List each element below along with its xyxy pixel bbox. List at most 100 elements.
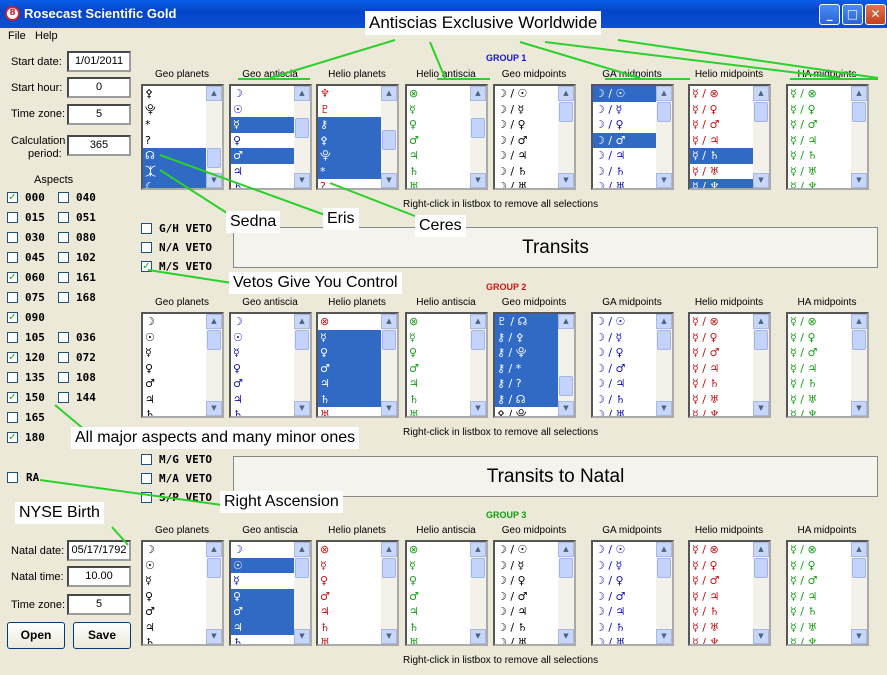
aspect-checkbox-102[interactable] (58, 252, 69, 263)
list-item[interactable]: ☿ / ♄ (790, 377, 818, 390)
list-item[interactable]: ☿ / ♅ (692, 620, 720, 634)
list-item[interactable]: ☿ (233, 346, 240, 359)
list-item[interactable]: ☽ / ♀ (497, 118, 526, 131)
group2-listbox-6[interactable]: ☿ / ⊗ ☿ / ♀ ☿ / ♂ ☿ / ♃ ☿ / ♄ ☿ / ♅ ☿ / ♆ ▲ ▼ (688, 312, 771, 418)
scrollbar[interactable]: ▲ ▼ (294, 86, 310, 188)
list-item[interactable]: ☽ / ♄ (595, 392, 626, 406)
group1-listbox-2[interactable]: ♆ ♇ ⚷ ⚴ ⯓ *? ▲ ▼ (316, 84, 399, 190)
scroll-up-icon[interactable]: ▲ (656, 542, 672, 557)
list-item[interactable]: ☽ / ♂ (595, 361, 626, 375)
list-item[interactable]: ☿ (145, 346, 152, 359)
list-item[interactable]: ☽ / ♅ (497, 636, 528, 646)
list-item[interactable]: ☿ / ♀ (790, 330, 816, 344)
list-item[interactable]: ☿ / ⊗ (790, 87, 817, 100)
list-item[interactable]: ♅ (409, 180, 419, 190)
minimize-button[interactable]: _ (819, 4, 840, 25)
calc-period-field[interactable]: 365 (67, 135, 131, 156)
veto-checkbox-0-2[interactable]: ✓ (141, 261, 152, 272)
start-hour-field[interactable]: 0 (67, 77, 131, 98)
scroll-thumb[interactable] (471, 118, 485, 138)
scroll-up-icon[interactable]: ▲ (381, 314, 397, 329)
list-item[interactable]: ♃ (231, 619, 295, 635)
scroll-down-icon[interactable]: ▼ (851, 401, 867, 416)
list-item[interactable]: ☽ / ♂ (595, 589, 626, 603)
menu-file[interactable]: File (8, 30, 26, 42)
scroll-up-icon[interactable]: ▲ (381, 86, 397, 101)
group3-listbox-5[interactable]: ☽ / ☉ ☽ / ☿ ☽ / ♀ ☽ / ♂ ☽ / ♃ ☽ / ♄ ☽ / ♅ ▲ ▼ (591, 540, 674, 646)
scroll-thumb[interactable] (559, 558, 573, 578)
scroll-thumb[interactable] (207, 148, 221, 168)
list-item[interactable]: ☊ (143, 148, 207, 164)
close-button[interactable]: ✕ (865, 4, 886, 25)
list-item[interactable]: ☽ / ♃ (595, 149, 626, 162)
save-button[interactable]: Save (73, 622, 131, 649)
list-item[interactable]: ☽ / ♃ (497, 149, 528, 162)
scroll-down-icon[interactable]: ▼ (753, 629, 769, 644)
group1-listbox-1[interactable]: ☽ ☉ ☿ ♀ ♂ ♃ ♄ ▲ ▼ (229, 84, 312, 190)
natal-time-field[interactable]: 10.00 (67, 566, 131, 587)
list-item[interactable]: ♀ (145, 589, 154, 603)
list-item[interactable]: ☉ (145, 330, 155, 344)
scroll-up-icon[interactable]: ▲ (558, 86, 574, 101)
aspect-checkbox-168[interactable] (58, 292, 69, 303)
scroll-up-icon[interactable]: ▲ (851, 86, 867, 101)
veto-checkbox-1-1[interactable] (141, 473, 152, 484)
scrollbar[interactable]: ▲ ▼ (381, 314, 397, 416)
list-item[interactable]: ⚴ / ⯓ (497, 408, 527, 418)
start-date-field[interactable]: 1/01/2011 (67, 51, 131, 72)
list-item[interactable]: ☿ / ♃ (790, 361, 818, 375)
list-item[interactable]: ♂ (231, 148, 295, 164)
group2-listbox-3[interactable]: ⊗ ☿ ♀ ♂ ♃ ♄ ♅ ▲ ▼ (405, 312, 488, 418)
list-item[interactable]: ☽ / ☿ (595, 558, 623, 572)
list-item[interactable]: ♃ (145, 392, 155, 406)
scroll-thumb[interactable] (852, 558, 866, 578)
scroll-down-icon[interactable]: ▼ (656, 173, 672, 188)
group1-listbox-5[interactable]: ☽ / ☉ ☽ / ☿ ☽ / ♀ ☽ / ♂ ☽ / ♃ ☽ / ♄ ☽ / ♅ ▲ ▼ (591, 84, 674, 190)
list-item[interactable]: ⚷ (318, 117, 382, 133)
aspect-checkbox-165[interactable] (7, 412, 18, 423)
list-item[interactable]: ☿ / ♂ (692, 118, 720, 131)
list-item[interactable]: ♀ (409, 574, 418, 587)
group2-listbox-5[interactable]: ☽ / ☉ ☽ / ☿ ☽ / ♀ ☽ / ♂ ☽ / ♃ ☽ / ♄ ☽ / ♅ ▲ ▼ (591, 312, 674, 418)
list-item[interactable]: ☿ / ♄ (790, 605, 818, 618)
group3-listbox-7[interactable]: ☿ / ⊗ ☿ / ♀ ☿ / ♂ ☿ / ♃ ☿ / ♄ ☿ / ♅ ☿ / ♆ ▲ ▼ (786, 540, 869, 646)
list-item[interactable]: ☽ / ♂ (593, 132, 657, 148)
scroll-down-icon[interactable]: ▼ (558, 401, 574, 416)
scrollbar[interactable]: ▲ ▼ (753, 542, 769, 644)
group2-listbox-2[interactable]: ⊗ ☿ ♀ ♂ ♃ ♄ ♅ ▲ ▼ (316, 312, 399, 418)
list-item[interactable]: ☽ / ♄ (595, 620, 626, 634)
scrollbar[interactable]: ▲ ▼ (656, 314, 672, 416)
list-item[interactable]: ♀ (145, 361, 154, 375)
scroll-down-icon[interactable]: ▼ (206, 629, 222, 644)
list-item[interactable]: ☽ / ☿ (497, 558, 525, 572)
scroll-thumb[interactable] (295, 330, 309, 350)
aspect-checkbox-144[interactable] (58, 392, 69, 403)
scrollbar[interactable]: ▲ ▼ (381, 542, 397, 644)
list-item[interactable]: ☿ / ⊗ (790, 543, 817, 556)
scroll-thumb[interactable] (471, 330, 485, 350)
list-item[interactable]: ☿ / ♀ (692, 330, 718, 344)
maximize-button[interactable]: □ (842, 4, 863, 25)
list-item[interactable]: ♅ (320, 408, 330, 418)
list-item[interactable]: ♃ (409, 377, 419, 390)
scroll-thumb[interactable] (207, 330, 221, 350)
scrollbar[interactable]: ▲ ▼ (558, 86, 574, 188)
scroll-up-icon[interactable]: ▲ (470, 86, 486, 101)
list-item[interactable]: ⯓ (318, 148, 382, 164)
list-item[interactable]: ♃ (320, 605, 330, 618)
scrollbar[interactable]: ▲ ▼ (470, 86, 486, 188)
group2-listbox-4[interactable]: ♇ / ☊ ⚷ / ⚴ ⚷ / ⯓ ⚷ / * ⚷ / ? ⚷ / ☊ ⚴ / ⯓ ▲ ▼ (493, 312, 576, 418)
scrollbar[interactable]: ▲ ▼ (381, 86, 397, 188)
scroll-thumb[interactable] (754, 102, 768, 122)
group3-listbox-1[interactable]: ☽ ☉ ☿ ♀ ♂ ♃ ♄ ▲ ▼ (229, 540, 312, 646)
group2-listbox-0[interactable]: ☽ ☉ ☿ ♀ ♂ ♃ ♄ ▲ ▼ (141, 312, 224, 418)
list-item[interactable]: ☽ / ☉ (593, 86, 657, 102)
list-item[interactable]: ♇ / ☊ (495, 314, 559, 330)
group2-listbox-1[interactable]: ☽ ☉ ☿ ♀ ♂ ♃ ♄ ▲ ▼ (229, 312, 312, 418)
scroll-down-icon[interactable]: ▼ (470, 173, 486, 188)
list-item[interactable]: ♂ (145, 377, 155, 390)
list-item[interactable]: ♂ (318, 360, 382, 376)
list-item[interactable]: ☿ / ⊗ (692, 315, 719, 328)
list-item[interactable]: ☿ (233, 574, 240, 587)
list-item[interactable]: ☿ / ♅ (790, 164, 818, 178)
